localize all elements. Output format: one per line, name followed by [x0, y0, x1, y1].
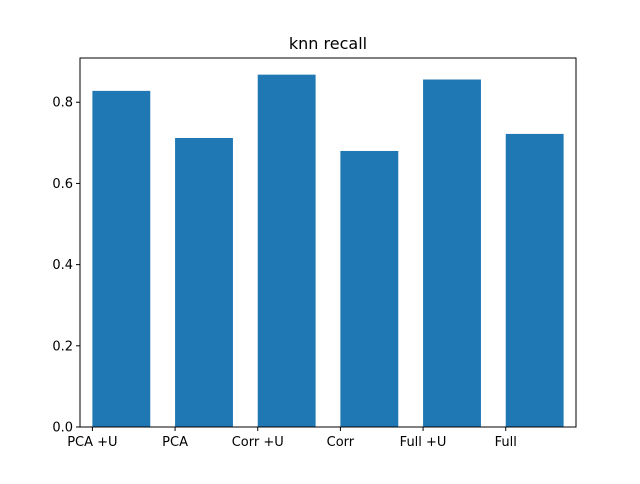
x-tick-label-3: Corr	[327, 435, 355, 450]
bar-2	[257, 74, 316, 427]
x-tick-label-2: Corr +U	[232, 435, 284, 450]
axes-layer: 0.0 0.2 0.4 0.6 0.8 PCA +U PCA Corr +U Corr Full …	[52, 57, 577, 450]
x-tick-label-0: PCA +U	[67, 435, 117, 450]
bar-5	[505, 133, 564, 427]
y-tick-label-1: 0.2	[52, 339, 73, 354]
y-tick-label-0: 0.0	[52, 421, 73, 436]
x-tick-label-4: Full +U	[400, 435, 447, 450]
bars-layer	[92, 74, 564, 427]
y-tick-label-3: 0.6	[52, 177, 73, 192]
chart-title: knn recall	[289, 34, 367, 53]
plot-frame	[79, 57, 577, 428]
bar-1	[175, 137, 233, 427]
bar-0	[92, 90, 151, 427]
y-tick-label-2: 0.4	[52, 258, 73, 273]
y-tick-label-4: 0.8	[52, 96, 73, 111]
bar-4	[423, 79, 481, 427]
x-tick-label-5: Full	[495, 435, 517, 450]
x-tick-label-1: PCA	[162, 435, 188, 450]
bar-3	[340, 150, 399, 427]
